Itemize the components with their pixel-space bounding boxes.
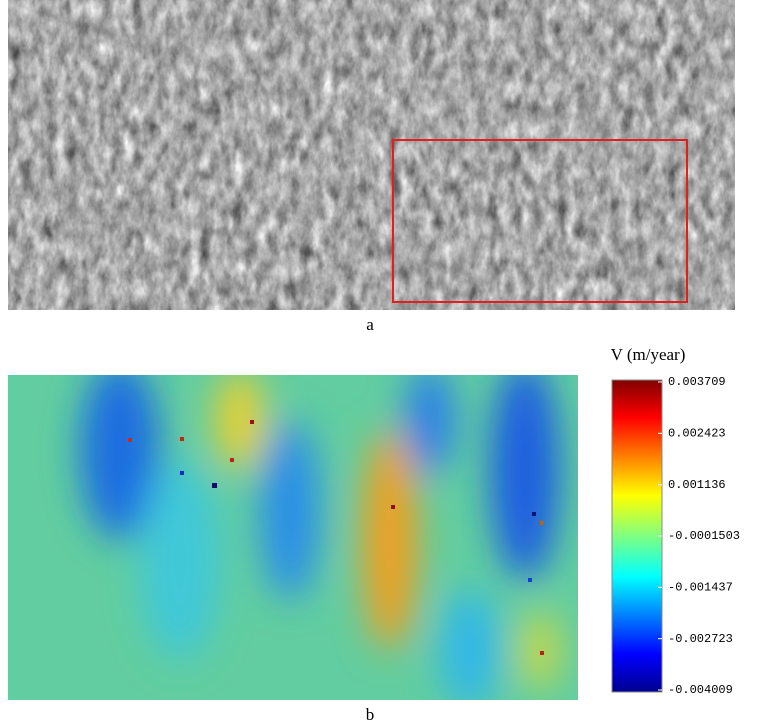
panel-label: a [366,315,374,334]
tick-label: 0.001136 [668,478,726,492]
panel-label: b [366,705,375,724]
tick-label: -0.001437 [668,581,733,595]
figure: a b V (m/year) 0.0 [0,0,772,728]
colorbar-ticks: 0.003709 0.002423 0.001136 -0.0001503 -0.001… [658,375,740,697]
tick-label: -0.004009 [668,683,733,697]
sar-image [8,0,735,310]
tick-label: 0.003709 [668,375,726,389]
tick-label: -0.002723 [668,632,733,646]
colorbar [612,380,662,692]
tick-label: 0.002423 [668,426,726,440]
tick-label: -0.0001503 [668,529,740,543]
velocity-map [8,360,578,710]
colorbar-title: V (m/year) [611,345,686,364]
